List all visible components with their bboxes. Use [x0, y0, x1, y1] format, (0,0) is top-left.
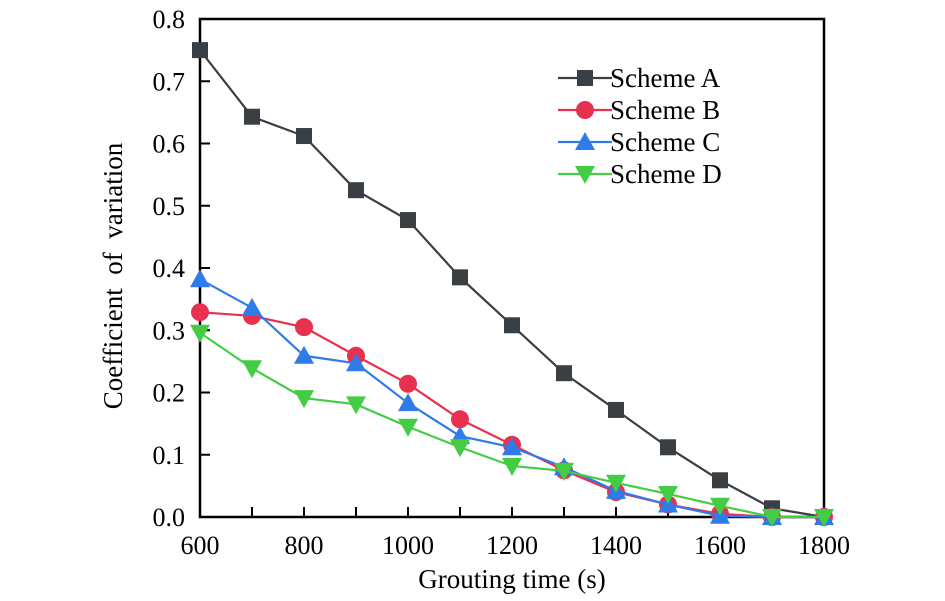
x-axis-title: Grouting time (s): [418, 564, 605, 594]
data-point: [294, 345, 314, 364]
data-point: [502, 457, 522, 476]
data-point: [190, 269, 210, 288]
data-point: [504, 317, 520, 334]
data-point: [762, 509, 782, 527]
y-tick-label: 0.0: [153, 503, 186, 532]
data-point: [554, 462, 574, 481]
data-point: [606, 474, 626, 493]
data-point: [244, 108, 260, 125]
data-point: [294, 390, 314, 409]
data-point: [190, 324, 210, 343]
y-tick-label: 0.4: [153, 254, 186, 283]
legend-item: Scheme B: [558, 95, 720, 125]
data-point: [242, 297, 262, 316]
y-tick-label: 0.1: [153, 441, 186, 470]
data-point: [192, 42, 208, 59]
data-point: [398, 393, 418, 412]
y-axis-title: Coefficient of variation: [98, 142, 128, 409]
series-scheme-b: [191, 303, 833, 526]
data-point: [399, 374, 417, 393]
axes: 600 800 1000 1200 1400 1600 1800 0.0 0.1 0.2 0.3 0.…: [153, 5, 851, 560]
series-line: [199, 331, 824, 519]
data-point: [242, 360, 262, 379]
legend-item: Scheme A: [558, 63, 721, 93]
data-point: [814, 509, 834, 527]
legend-label: Scheme C: [610, 127, 720, 157]
y-tick-label: 0.5: [153, 192, 186, 221]
data-point: [296, 128, 312, 145]
data-point: [710, 497, 730, 516]
data-point: [452, 269, 468, 286]
y-tick-label: 0.7: [153, 67, 186, 96]
data-point: [608, 401, 624, 418]
x-tick-label: 1400: [590, 531, 642, 560]
legend-label: Scheme D: [610, 159, 722, 189]
series-scheme-c: [190, 269, 834, 525]
x-tick-label: 1800: [798, 531, 850, 560]
y-tick-label: 0.8: [153, 5, 186, 34]
data-point: [556, 365, 572, 382]
data-point: [450, 439, 470, 458]
legend-marker: [577, 70, 593, 86]
data-point: [712, 472, 728, 489]
data-point: [660, 439, 676, 456]
data-point: [451, 410, 469, 429]
data-point: [398, 418, 418, 437]
y-tick-label: 0.2: [153, 379, 186, 408]
series-line: [199, 278, 824, 519]
data-point: [400, 212, 416, 229]
series-scheme-d: [190, 324, 834, 527]
legend-marker: [575, 166, 595, 184]
legend-marker: [575, 132, 595, 150]
legend-label: Scheme B: [610, 95, 720, 125]
y-tick-label: 0.6: [153, 130, 186, 159]
data-point: [191, 303, 209, 322]
data-point: [346, 353, 366, 372]
data-point: [346, 396, 366, 415]
data-point: [348, 182, 364, 199]
legend-item: Scheme C: [558, 127, 720, 157]
data-point: [295, 318, 313, 337]
series-group: [190, 42, 834, 527]
legend-item: Scheme D: [558, 159, 722, 189]
y-tick-label: 0.3: [153, 316, 186, 345]
x-tick-label: 1000: [382, 531, 434, 560]
data-point: [658, 485, 678, 504]
x-tick-label: 1200: [486, 531, 538, 560]
x-tick-label: 1600: [694, 531, 746, 560]
x-tick-label: 600: [181, 531, 220, 560]
legend-label: Scheme A: [610, 63, 721, 93]
x-tick-label: 800: [285, 531, 324, 560]
data-point: [502, 437, 522, 456]
legend-marker: [576, 101, 594, 119]
